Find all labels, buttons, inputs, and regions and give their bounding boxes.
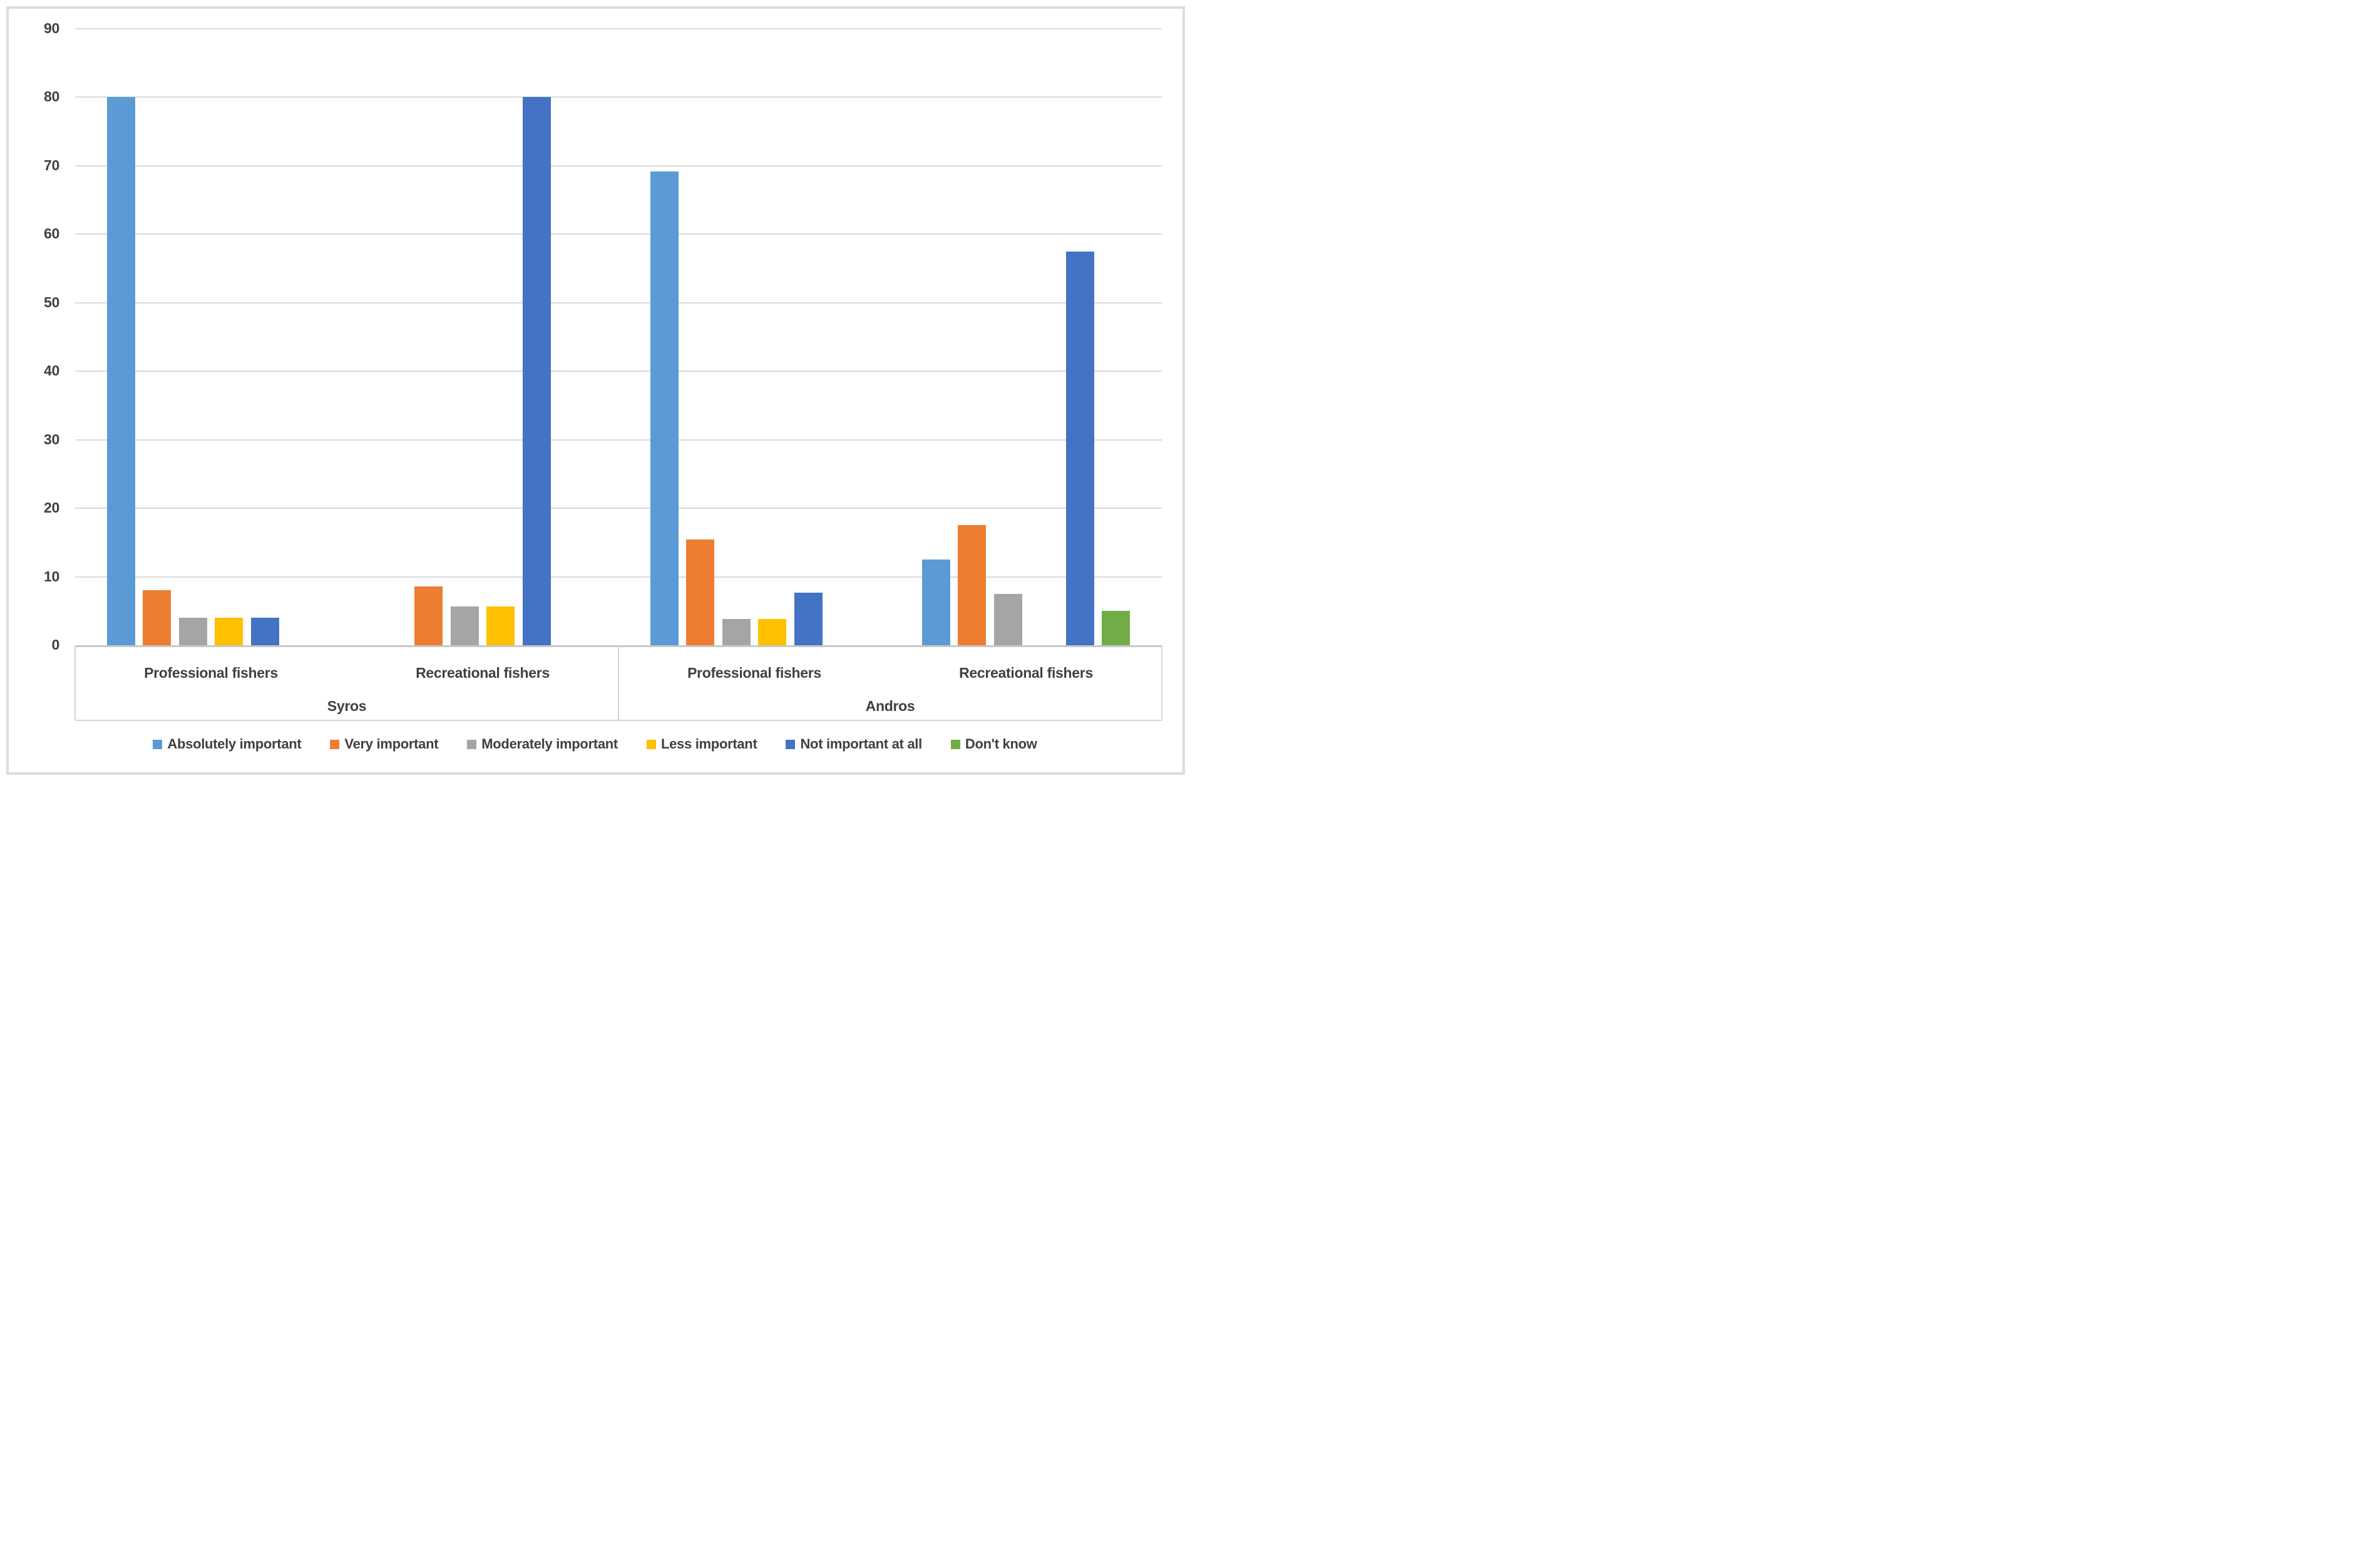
gridline-y-10 <box>75 576 1162 578</box>
y-axis-tick-label: 90 <box>44 20 59 36</box>
bar-less-important-group3 <box>758 619 787 645</box>
legend-marker-very-important <box>330 739 340 749</box>
bar-absolutely-important-group4 <box>921 560 950 645</box>
category-label-3: Professional fishers <box>687 665 821 681</box>
gridline-y-40 <box>75 371 1162 372</box>
chart-canvas: 0 10 20 30 40 50 60 70 80 90 Professional fishers… <box>0 0 1190 782</box>
gridline-y-50 <box>75 302 1162 304</box>
legend-item-don-t-know: Don't know <box>950 736 1037 752</box>
category-band-divider-2 <box>1161 645 1162 720</box>
y-axis-tick-label: 70 <box>44 156 59 173</box>
chart-border <box>6 6 1185 775</box>
legend-item-very-important: Very important <box>330 736 439 752</box>
legend-label: Absolutely important <box>167 736 302 752</box>
bar-moderately-important-group1 <box>178 618 207 645</box>
y-axis-tick-label: 50 <box>44 294 59 310</box>
gridline-y-20 <box>75 508 1162 509</box>
gridline-y-60 <box>75 233 1162 235</box>
bar-not-important-at-all-group4 <box>1065 251 1094 645</box>
category-label-1: Professional fishers <box>144 665 278 681</box>
legend-label: Very important <box>344 736 439 752</box>
bar-moderately-important-group3 <box>722 619 751 645</box>
gridline-y-30 <box>75 439 1162 441</box>
legend-label: Don't know <box>965 736 1037 752</box>
bar-absolutely-important-group1 <box>106 97 135 645</box>
legend-item-absolutely-important: Absolutely important <box>153 736 302 752</box>
gridline-y-70 <box>75 165 1162 166</box>
y-axis-tick-label: 10 <box>44 568 59 585</box>
bar-not-important-at-all-group3 <box>794 592 823 645</box>
legend-marker-less-important <box>646 739 656 749</box>
bar-not-important-at-all-group1 <box>250 618 279 645</box>
island-label-syros: Syros <box>327 698 367 714</box>
legend-item-not-important-at-all: Not important at all <box>786 736 922 752</box>
category-band-bottom-border <box>75 720 1162 721</box>
gridline-y-90 <box>75 28 1162 29</box>
bar-very-important-group2 <box>414 586 443 645</box>
legend-label: Less important <box>660 736 757 752</box>
legend-label: Moderately important <box>481 736 618 752</box>
gridline-y-80 <box>75 96 1162 98</box>
y-axis-tick-label: 30 <box>44 431 59 447</box>
y-axis-tick-label: 40 <box>44 362 59 379</box>
bar-very-important-group4 <box>958 525 987 645</box>
category-label-2: Recreational fishers <box>416 665 550 681</box>
category-label-4: Recreational fishers <box>959 665 1093 681</box>
category-band-divider-0 <box>74 645 76 720</box>
bar-moderately-important-group2 <box>450 606 479 645</box>
bar-very-important-group3 <box>686 539 715 645</box>
legend-item-moderately-important: Moderately important <box>467 736 618 752</box>
legend-marker-don-t-know <box>950 739 960 749</box>
bar-moderately-important-group4 <box>993 593 1022 645</box>
legend-marker-absolutely-important <box>153 739 163 749</box>
island-label-andros: Andros <box>865 698 915 714</box>
y-axis-tick-label: 80 <box>44 88 59 105</box>
category-band-divider-1 <box>618 645 619 720</box>
bar-don-t-know-group4 <box>1102 611 1131 645</box>
bar-very-important-group1 <box>143 590 172 645</box>
bar-less-important-group2 <box>486 606 515 645</box>
legend: Absolutely important Very important Modera… <box>0 736 1190 752</box>
legend-marker-not-important-at-all <box>786 739 796 749</box>
y-axis-tick-label: 0 <box>51 636 60 653</box>
bar-absolutely-important-group3 <box>650 171 679 645</box>
y-axis-tick-label: 20 <box>44 499 59 516</box>
bar-not-important-at-all-group2 <box>522 97 551 645</box>
legend-item-less-important: Less important <box>646 736 757 752</box>
legend-marker-moderately-important <box>467 739 477 749</box>
legend-label: Not important at all <box>800 736 922 752</box>
bar-less-important-group1 <box>215 618 244 645</box>
y-axis-tick-label: 60 <box>44 225 59 242</box>
